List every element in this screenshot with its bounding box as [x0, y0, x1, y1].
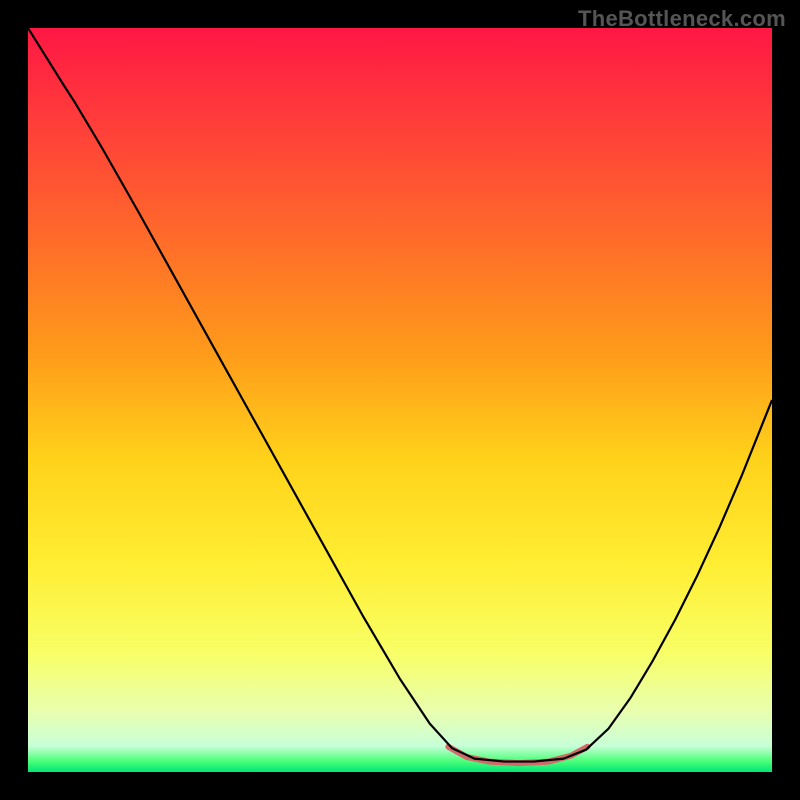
chart-frame: TheBottleneck.com	[0, 0, 800, 800]
gradient-rect	[28, 28, 772, 772]
watermark-text: TheBottleneck.com	[578, 6, 786, 32]
plot-area	[28, 28, 772, 772]
chart-svg	[28, 28, 772, 772]
